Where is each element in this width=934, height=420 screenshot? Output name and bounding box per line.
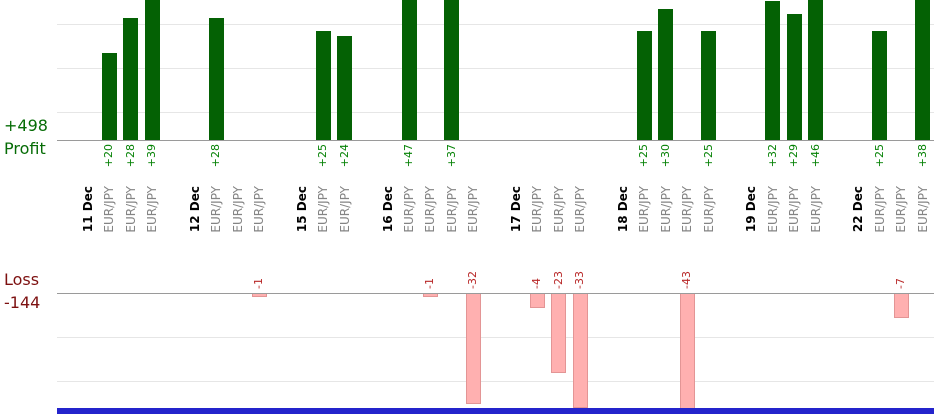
gridline [57, 337, 934, 338]
profit-value-label: +38 [915, 144, 929, 168]
loss-value-label: -4 [530, 278, 544, 289]
profit-bar [658, 9, 673, 140]
profit-value-label: +32 [765, 144, 779, 168]
profit-axis-label: Profit [4, 139, 46, 158]
loss-value-label: -43 [680, 271, 694, 289]
profit-value-label: +25 [872, 144, 886, 168]
gridline [57, 68, 934, 69]
profit-bar [316, 31, 331, 140]
loss-value-label: -33 [573, 271, 587, 289]
loss-value-label: -32 [466, 271, 480, 289]
profit-bar [123, 18, 138, 140]
loss-value-label: -23 [551, 271, 565, 289]
profit-bar [337, 36, 352, 140]
profit-value-label: +39 [145, 144, 159, 168]
profit-bar [765, 1, 780, 140]
profit-bar [808, 0, 823, 140]
profit-axis-line [57, 140, 934, 141]
profit-value-label: +20 [102, 144, 116, 168]
loss-bars-area [0, 294, 934, 408]
loss-bar [551, 294, 566, 373]
profit-value-label: +47 [402, 144, 415, 168]
profit-bar [637, 31, 652, 140]
profit-value-label: +28 [123, 144, 137, 168]
profit-value-label: +30 [658, 144, 672, 168]
gridline [57, 381, 934, 382]
loss-value-label: -1 [423, 278, 437, 289]
loss-bar [466, 294, 481, 404]
profit-bar [102, 53, 117, 140]
bottom-blue-strip [57, 408, 934, 414]
loss-value-label: -1 [252, 278, 266, 289]
loss-total-label: -144 [4, 293, 41, 312]
loss-bar [530, 294, 545, 308]
profit-value-label: +25 [316, 144, 330, 168]
profit-bar [701, 31, 716, 140]
loss-bar [423, 294, 438, 297]
profit-value-label: +46 [808, 144, 822, 168]
loss-bar [894, 294, 909, 318]
gridline [57, 24, 934, 25]
profit-bar [915, 0, 930, 140]
profit-bar [145, 0, 160, 140]
profit-bar [787, 14, 802, 140]
loss-bar [573, 294, 588, 408]
loss-axis-line [57, 293, 934, 294]
profit-bar [209, 18, 224, 140]
loss-axis-label: Loss [4, 270, 40, 289]
profit-value-label: +29 [787, 144, 801, 168]
profit-value-label: +37 [444, 144, 458, 168]
loss-bar [252, 294, 267, 297]
profit-bar [444, 0, 459, 140]
profit-value-label: +25 [701, 144, 715, 168]
profit-bar [872, 31, 887, 140]
gridline [57, 112, 934, 113]
loss-bar [680, 294, 695, 408]
profit-value-label: +28 [209, 144, 223, 168]
profit-value-label: +24 [337, 144, 351, 168]
profit-total-label: +498 [4, 116, 48, 135]
profit-value-label: +25 [637, 144, 651, 168]
profit-bar [402, 0, 417, 140]
loss-value-label: -7 [894, 278, 908, 289]
